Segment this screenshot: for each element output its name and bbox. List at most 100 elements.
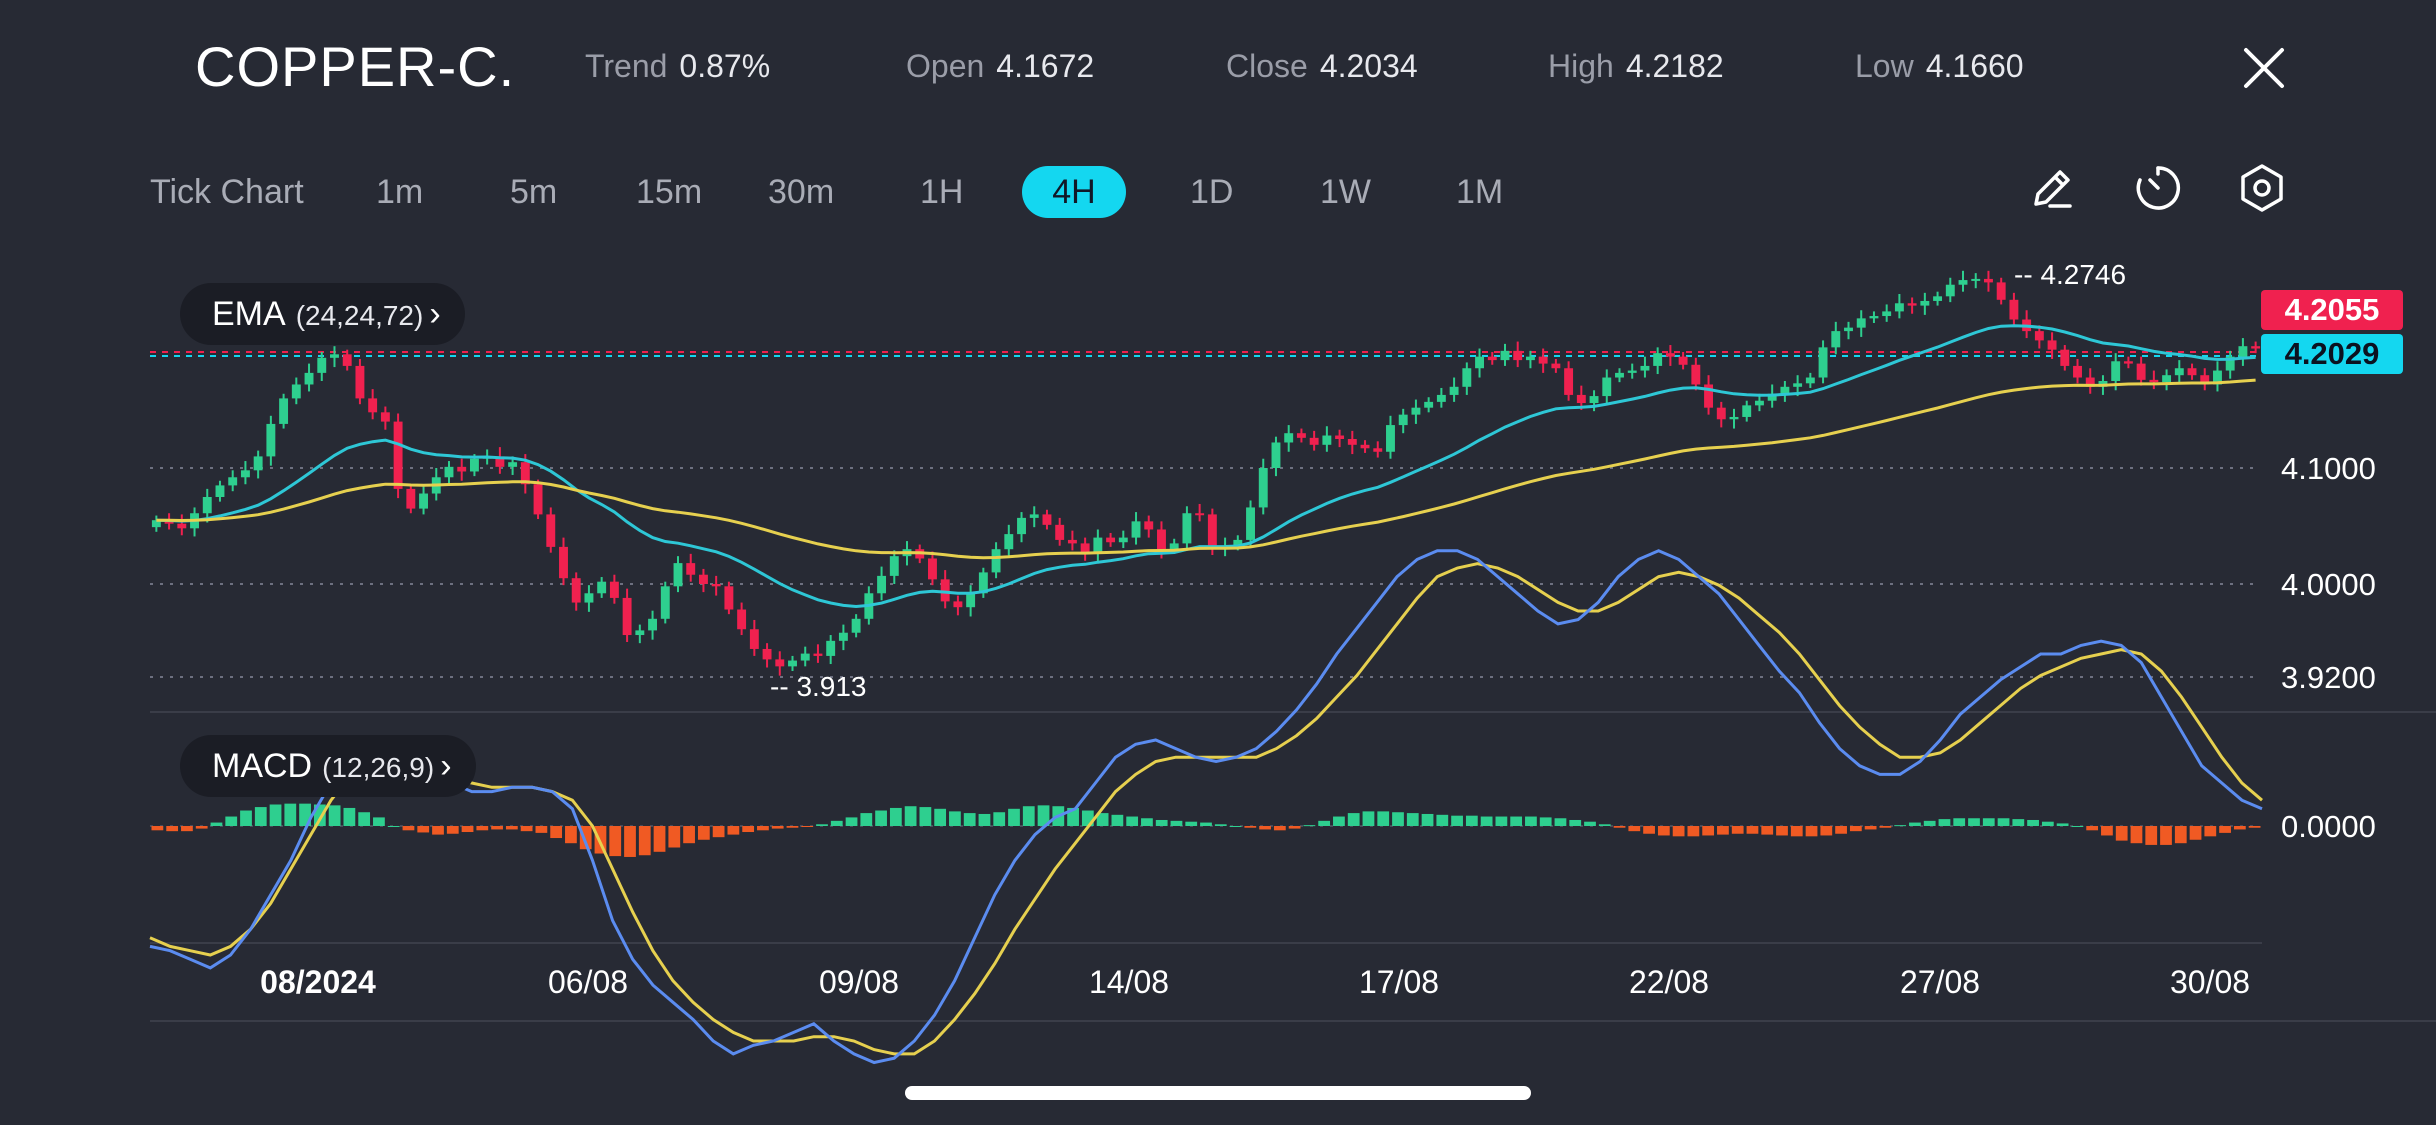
candle <box>1678 356 1688 365</box>
candle <box>1004 534 1014 550</box>
candle <box>253 456 263 471</box>
macd-indicator-chip[interactable]: MACD (12,26,9) › <box>180 735 476 797</box>
candle <box>686 563 696 575</box>
macd-histogram-bar <box>181 826 193 832</box>
candle <box>508 462 518 467</box>
macd-histogram-bar <box>1067 807 1079 826</box>
macd-histogram-bar <box>727 826 740 835</box>
settings-button[interactable] <box>2234 160 2290 216</box>
macd-histogram-bar <box>653 826 666 852</box>
macd-histogram-bar <box>919 807 932 826</box>
candle <box>648 618 658 631</box>
timeframe-tick-chart[interactable]: Tick Chart <box>150 173 304 211</box>
candle <box>1271 442 1281 468</box>
candle <box>355 365 365 399</box>
macd-histogram-bar <box>240 810 252 826</box>
candle <box>1424 401 1434 408</box>
close-icon <box>2244 48 2284 88</box>
macd-histogram-bar <box>1835 826 1847 834</box>
macd-histogram-bar <box>1244 826 1257 828</box>
macd-histogram-bar <box>712 826 725 838</box>
macd-histogram-bar <box>697 826 710 840</box>
timeframe-30m[interactable]: 30m <box>768 173 835 211</box>
timer-button[interactable] <box>2130 160 2186 216</box>
macd-histogram-bar <box>1510 816 1523 826</box>
macd-histogram-bar <box>1495 816 1508 826</box>
candle <box>1118 537 1128 543</box>
candle <box>597 581 607 594</box>
candle <box>584 593 594 603</box>
candle <box>1653 353 1663 366</box>
macd-histogram-bar <box>786 826 799 828</box>
candle <box>622 597 632 636</box>
draw-tool-button[interactable] <box>2024 160 2080 216</box>
candle <box>1106 537 1116 543</box>
macd-histogram-bar <box>1126 816 1139 826</box>
candle <box>889 556 899 576</box>
ema-slow-line <box>156 378 2256 560</box>
candle <box>202 497 212 514</box>
timeframe-1m[interactable]: 1m <box>376 173 424 211</box>
stat-trend: Trend 0.87% <box>585 48 770 85</box>
candle <box>1487 356 1497 361</box>
candle <box>1589 396 1599 404</box>
candle <box>1055 524 1065 540</box>
macd-histogram-bar <box>889 807 902 826</box>
macd-histogram-bar <box>1185 821 1198 826</box>
macd-histogram-bar <box>801 826 814 827</box>
timeframe-1mo[interactable]: 1M <box>1456 173 1504 211</box>
macd-axis-label: 0.0000 <box>2281 809 2376 844</box>
candle <box>877 575 887 594</box>
macd-histogram-bar <box>1096 813 1109 826</box>
candle <box>1080 543 1090 553</box>
macd-histogram-bar <box>1155 819 1168 826</box>
candle <box>1933 296 1943 301</box>
candle <box>966 593 976 608</box>
macd-histogram-bar <box>373 817 385 826</box>
ask-price-tag: 4.2029 <box>2261 334 2403 374</box>
macd-histogram-bar <box>1657 826 1670 836</box>
macd-histogram-bar <box>949 811 961 826</box>
candle <box>304 372 314 385</box>
timeframe-4h[interactable]: 4H <box>1022 166 1126 218</box>
candles-group <box>151 270 2261 676</box>
stat-label: High <box>1548 48 1614 84</box>
candle <box>406 488 416 509</box>
macd-histogram-bar <box>520 826 533 832</box>
candle <box>1615 372 1624 378</box>
macd-histogram-bar <box>299 803 311 826</box>
candle <box>1093 537 1103 553</box>
time-axis-label: 14/08 <box>1089 964 1169 1000</box>
ema-indicator-chip[interactable]: EMA (24,24,72) › <box>180 283 465 345</box>
candle <box>215 485 225 497</box>
timeframe-1h[interactable]: 1H <box>920 173 964 211</box>
timeframe-15m[interactable]: 15m <box>636 173 703 211</box>
timeframe-5m[interactable]: 5m <box>510 173 558 211</box>
candle <box>2162 375 2172 383</box>
close-button[interactable] <box>2236 40 2292 96</box>
timeframe-1w[interactable]: 1W <box>1320 173 1371 211</box>
candle <box>1894 303 1904 312</box>
macd-histogram-bar <box>313 804 326 826</box>
home-indicator[interactable] <box>905 1086 1531 1100</box>
candle <box>1984 278 1993 283</box>
macd-histogram-bar <box>1288 826 1301 829</box>
stat-value: 4.1660 <box>1925 48 2024 84</box>
candle <box>2034 331 2044 341</box>
macd-histogram-bar <box>2174 826 2187 844</box>
macd-histogram-bar <box>1731 826 1744 834</box>
candle <box>1322 435 1332 445</box>
stat-low: Low 4.1660 <box>1855 48 2024 85</box>
candle <box>520 462 530 485</box>
macd-line <box>149 549 2263 1065</box>
macd-histogram-bar <box>1022 806 1035 826</box>
candle <box>724 586 734 610</box>
timeframe-1d[interactable]: 1D <box>1190 173 1234 211</box>
macd-histogram-bar <box>1717 826 1729 835</box>
candle <box>851 618 861 633</box>
candle <box>2136 363 2146 380</box>
macd-histogram-bar <box>402 826 415 831</box>
candle <box>469 458 479 472</box>
